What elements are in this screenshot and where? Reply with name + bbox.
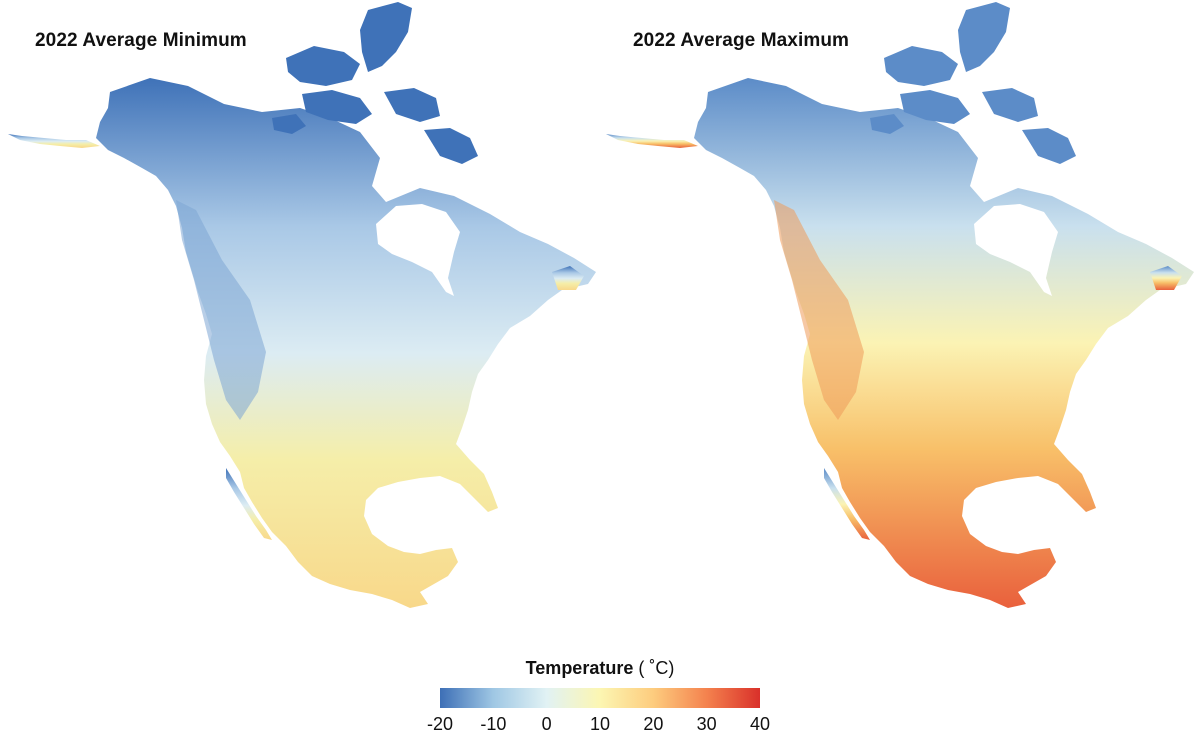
legend-tick-label: -20: [426, 714, 454, 734]
region-rockies: [176, 200, 266, 420]
legend-title-text: Temperature: [525, 658, 634, 678]
region-arcticB: [302, 90, 372, 124]
region-arcticC: [982, 88, 1038, 122]
region-arcticE: [424, 128, 478, 164]
north-america-landmass: [8, 2, 596, 608]
map-panel-maximum: 2022 Average Maximum: [598, 0, 1198, 640]
panel-title-minimum: 2022 Average Minimum: [35, 30, 247, 51]
region-baja: [226, 468, 272, 540]
region-arcticB: [900, 90, 970, 124]
map-panel-minimum: 2022 Average Minimum: [0, 0, 600, 640]
region-arcticD: [272, 114, 306, 134]
legend-tick-label: -10: [480, 714, 507, 734]
temperature-legend: Temperature ( ˚C) -20 -10 0 10 20 30 40: [400, 652, 800, 734]
region-rockies: [774, 200, 864, 420]
map-maximum: [606, 2, 1194, 608]
region-arcticE: [1022, 128, 1076, 164]
legend-tick-label: 40: [749, 714, 771, 734]
legend-tick-labels: -20 -10 0 10 20 30 40: [427, 714, 770, 734]
hudson-bay: [376, 204, 460, 296]
hudson-bay: [974, 204, 1058, 296]
legend-tick-label: 0: [541, 714, 552, 734]
region-newfoundland: [552, 266, 584, 290]
legend-title: Temperature ( ˚C): [400, 658, 800, 679]
region-alaskaTail: [606, 134, 698, 148]
map-minimum: [8, 2, 596, 608]
region-arcticA: [884, 46, 958, 86]
legend-color-bar: [440, 688, 760, 708]
legend-unit: ( ˚C): [638, 658, 675, 678]
region-mainland: [694, 78, 1194, 608]
region-mainland: [96, 78, 596, 608]
north-america-landmass: [606, 2, 1194, 608]
legend-tick-label: 30: [696, 714, 717, 734]
region-greenland: [958, 2, 1010, 72]
region-baja: [824, 468, 870, 540]
region-arcticC: [384, 88, 440, 122]
region-alaskaTail: [8, 134, 100, 148]
legend-tick-label: 20: [643, 714, 664, 734]
region-arcticA: [286, 46, 360, 86]
region-arcticD: [870, 114, 904, 134]
region-newfoundland: [1150, 266, 1182, 290]
legend-tick-label: 10: [589, 714, 611, 734]
panel-title-maximum: 2022 Average Maximum: [633, 30, 850, 51]
region-greenland: [360, 2, 412, 72]
